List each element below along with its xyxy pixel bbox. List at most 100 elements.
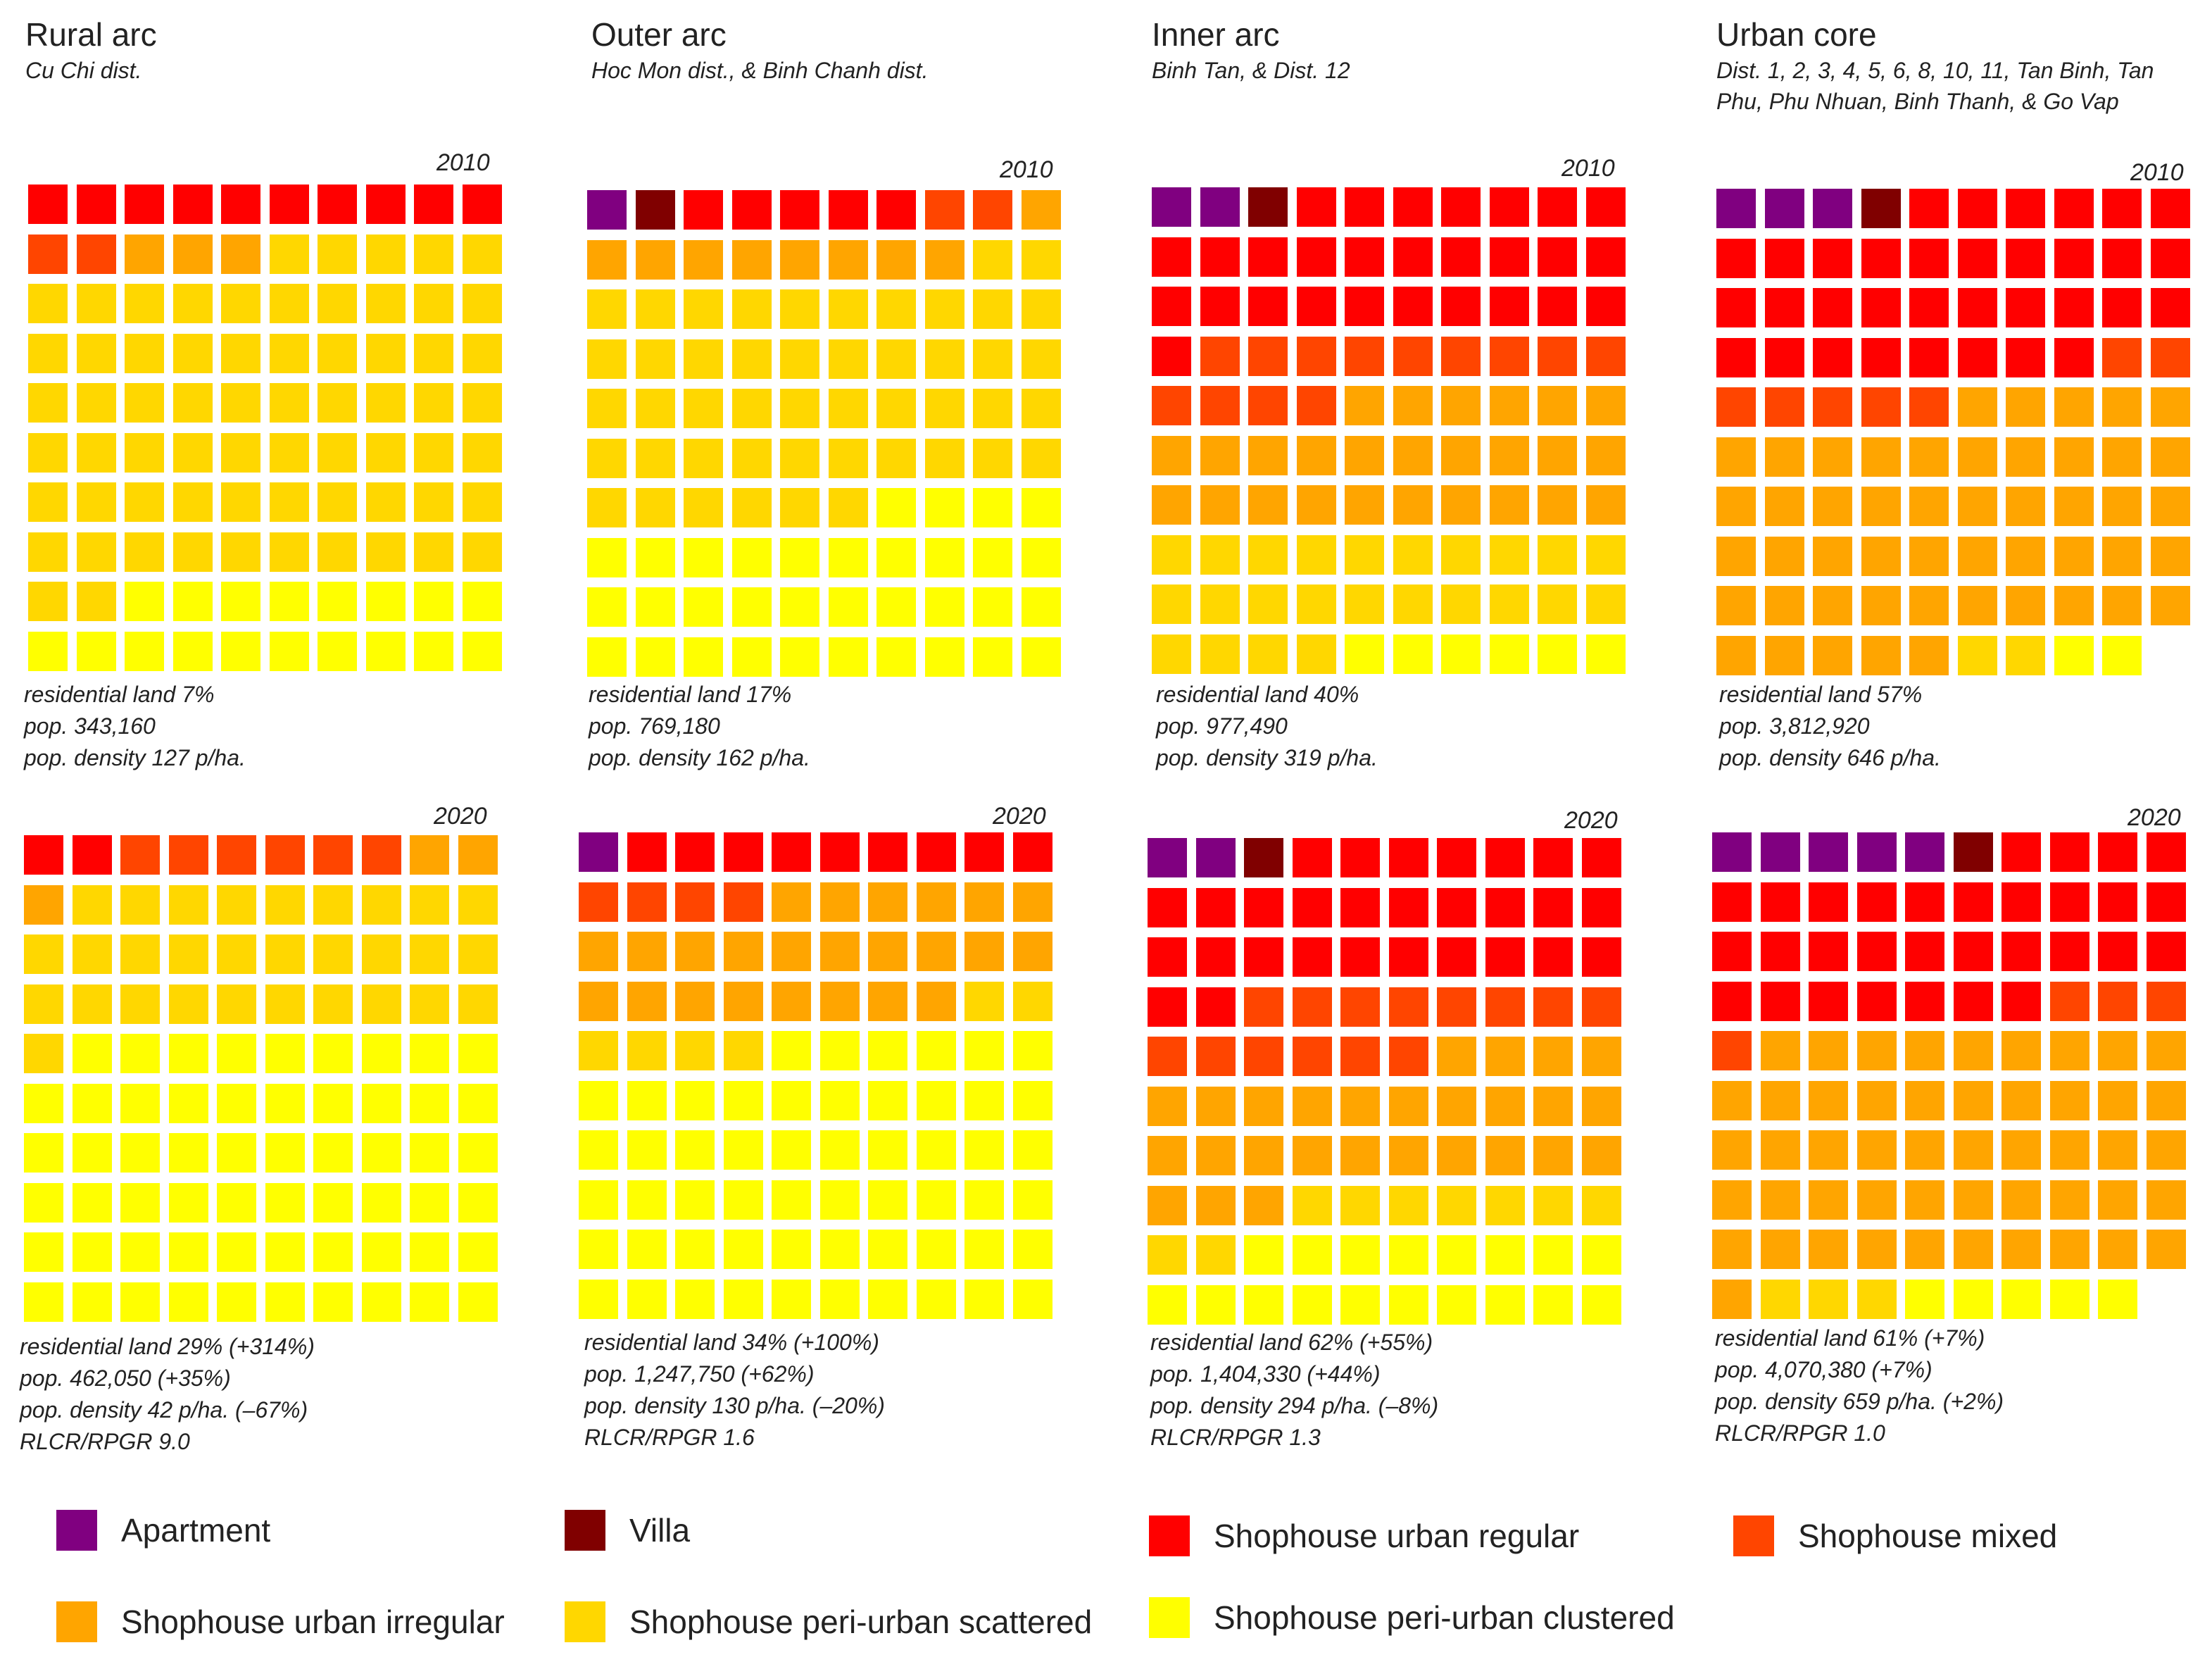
waffle-cell-shophouse-urban-regular [1389,888,1428,927]
waffle-cell-shophouse-urban-regular [1393,187,1433,227]
waffle-cell-shophouse-peri-urban-clustered [73,1133,112,1173]
waffle-cell-shophouse-urban-irregular [2054,537,2094,576]
waffle-cell-shophouse-peri-urban-scattered [636,339,675,379]
waffle-cell-shophouse-peri-urban-clustered [1340,1235,1380,1275]
waffle-cell-shophouse-mixed [28,235,68,274]
waffle-cell-shophouse-urban-regular [2098,932,2137,971]
waffle-cell-shophouse-peri-urban-clustered [925,587,964,627]
waffle-cell-apartment [1716,189,1756,228]
waffle-cell-shophouse-urban-irregular [1909,487,1949,526]
waffle-cell-shophouse-peri-urban-clustered [1022,488,1061,527]
waffle-cell-shophouse-peri-urban-clustered [120,1133,160,1173]
waffle-cell-shophouse-peri-urban-scattered [173,334,213,373]
panel-year: 2010 [2130,159,2184,186]
waffle-cell-shophouse-peri-urban-clustered [1393,635,1433,674]
waffle-cell-shophouse-urban-irregular [1716,586,1756,625]
stat-line: pop. 343,160 [24,713,156,739]
waffle-cell-shophouse-urban-irregular [1244,1087,1283,1126]
waffle-cell-shophouse-peri-urban-scattered [28,334,68,373]
waffle-cell-shophouse-urban-irregular [1393,386,1433,425]
waffle-cell-shophouse-urban-regular [1340,888,1380,927]
waffle-cell-shophouse-urban-regular [1345,187,1384,227]
waffle-cell-shophouse-peri-urban-scattered [876,339,916,379]
waffle-cell-shophouse-urban-irregular [1533,1087,1573,1126]
stat-line: pop. 4,070,380 (+7%) [1715,1357,1933,1382]
waffle-cell-shophouse-peri-urban-scattered [1586,585,1626,624]
waffle-cell-shophouse-peri-urban-clustered [1013,1130,1052,1170]
waffle-inner-2020 [1148,838,1621,1325]
waffle-cell-shophouse-peri-urban-clustered [1441,635,1481,674]
waffle-cell-shophouse-urban-irregular [2151,387,2190,427]
waffle-cell-shophouse-mixed [1248,386,1288,425]
waffle-cell-shophouse-peri-urban-scattered [684,488,723,527]
waffle-cell-shophouse-peri-urban-clustered [2050,1280,2090,1319]
waffle-cell-shophouse-mixed [973,190,1012,230]
waffle-cell-shophouse-peri-urban-clustered [24,1282,63,1322]
waffle-cell-shophouse-urban-irregular [173,235,213,274]
waffle-cell-shophouse-peri-urban-clustered [675,1230,715,1269]
waffle-cell-shophouse-urban-irregular [2151,487,2190,526]
waffle-cell-shophouse-peri-urban-clustered [362,1084,401,1123]
waffle-cell-shophouse-mixed [1765,387,1804,427]
waffle-cell-shophouse-urban-irregular [2098,1081,2137,1120]
waffle-cell-shophouse-peri-urban-clustered [1340,1285,1380,1325]
waffle-cell-shophouse-mixed [1437,987,1476,1027]
waffle-cell-shophouse-peri-urban-scattered [1490,535,1529,575]
waffle-cell-shophouse-urban-regular [414,185,453,224]
waffle-cell-shophouse-peri-urban-scattered [120,885,160,925]
waffle-cell-shophouse-peri-urban-clustered [917,1280,956,1319]
waffle-cell-shophouse-peri-urban-scattered [1393,585,1433,624]
stat-line: pop. 769,180 [589,713,720,739]
waffle-cell-shophouse-peri-urban-scattered [265,984,305,1024]
waffle-cell-shophouse-peri-urban-scattered [77,532,116,572]
waffle-cell-shophouse-urban-irregular [1857,1031,1897,1070]
waffle-cell-shophouse-urban-regular [1244,937,1283,977]
waffle-cell-shophouse-mixed [1533,987,1573,1027]
waffle-cell-shophouse-mixed [1716,387,1756,427]
waffle-cell-shophouse-peri-urban-clustered [876,538,916,577]
waffle-cell-apartment [1905,832,1944,872]
waffle-cell-shophouse-mixed [77,235,116,274]
waffle-cell-shophouse-peri-urban-clustered [868,1280,907,1319]
waffle-cell-shophouse-urban-irregular [1716,636,1756,675]
waffle-rural-2010 [28,185,502,672]
legend-swatch [565,1601,605,1642]
waffle-cell-shophouse-urban-regular [1389,838,1428,877]
waffle-cell-shophouse-urban-irregular [1765,636,1804,675]
waffle-cell-shophouse-peri-urban-scattered [24,984,63,1024]
waffle-cell-shophouse-urban-irregular [1809,1180,1848,1220]
waffle-cell-shophouse-peri-urban-scattered [77,334,116,373]
waffle-cell-shophouse-peri-urban-clustered [362,1183,401,1223]
waffle-cell-shophouse-urban-regular [73,835,112,875]
waffle-cell-shophouse-urban-regular [772,832,811,872]
waffle-cell-shophouse-peri-urban-scattered [366,532,406,572]
waffle-cell-shophouse-peri-urban-clustered [120,1084,160,1123]
waffle-cell-shophouse-urban-regular [2147,882,2186,922]
waffle-cell-shophouse-peri-urban-scattered [829,439,868,478]
waffle-cell-shophouse-peri-urban-scattered [684,389,723,428]
waffle-cell-shophouse-peri-urban-scattered [780,488,819,527]
waffle-cell-shophouse-urban-regular [1345,237,1384,277]
waffle-cell-shophouse-urban-regular [1297,187,1336,227]
waffle-cell-shophouse-peri-urban-scattered [780,439,819,478]
waffle-cell-shophouse-peri-urban-scattered [463,334,502,373]
stat-line: residential land 57% [1719,682,1923,707]
waffle-cell-shophouse-urban-irregular [2006,487,2045,526]
waffle-cell-shophouse-peri-urban-scattered [73,885,112,925]
waffle-cell-shophouse-mixed [627,882,667,922]
waffle-cell-shophouse-peri-urban-scattered [1441,585,1481,624]
legend-swatch [1149,1597,1190,1638]
waffle-cell-shophouse-peri-urban-clustered [579,1081,618,1120]
waffle-cell-shophouse-peri-urban-scattered [173,532,213,572]
waffle-cell-shophouse-peri-urban-clustered [1022,637,1061,677]
waffle-cell-shophouse-peri-urban-clustered [724,1230,763,1269]
waffle-cell-shophouse-peri-urban-scattered [366,235,406,274]
waffle-cell-shophouse-peri-urban-clustered [366,582,406,621]
waffle-cell-shophouse-urban-irregular [1490,386,1529,425]
waffle-cell-shophouse-peri-urban-scattered [125,334,164,373]
waffle-cell-shophouse-peri-urban-clustered [964,1230,1004,1269]
waffle-cell-shophouse-urban-irregular [410,835,449,875]
waffle-cell-shophouse-urban-irregular [1857,1130,1897,1170]
waffle-cell-shophouse-peri-urban-scattered [221,334,260,373]
waffle-cell-shophouse-urban-irregular [1954,1230,1993,1269]
